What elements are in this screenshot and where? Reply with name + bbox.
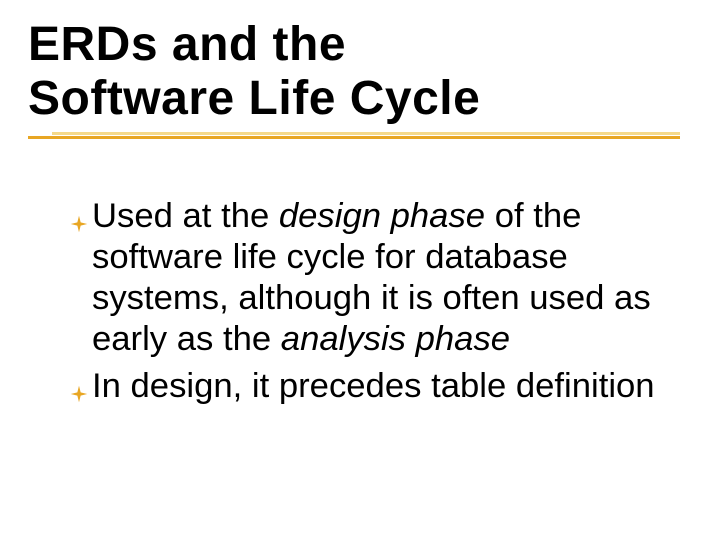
title-line-1: ERDs and the xyxy=(28,18,680,72)
italic-text: analysis phase xyxy=(281,320,510,358)
italic-text: design phase xyxy=(279,197,485,235)
bullet-star-icon xyxy=(70,202,88,243)
plain-text: Used at the xyxy=(92,197,279,235)
slide-body: Used at the design phase of the software… xyxy=(70,196,670,413)
title-line-2: Software Life Cycle xyxy=(28,72,680,126)
bullet-text: In design, it precedes table definition xyxy=(92,366,670,407)
bullet-text: Used at the design phase of the software… xyxy=(92,196,670,360)
bullet-star-icon xyxy=(70,372,88,413)
accent-line-bottom xyxy=(28,136,680,139)
plain-text: In design, it precedes table definition xyxy=(92,367,655,405)
accent-line-top xyxy=(52,132,680,135)
bullet-item: In design, it precedes table definition xyxy=(70,366,670,413)
bullet-item: Used at the design phase of the software… xyxy=(70,196,670,360)
slide-title: ERDs and the Software Life Cycle xyxy=(28,18,680,126)
